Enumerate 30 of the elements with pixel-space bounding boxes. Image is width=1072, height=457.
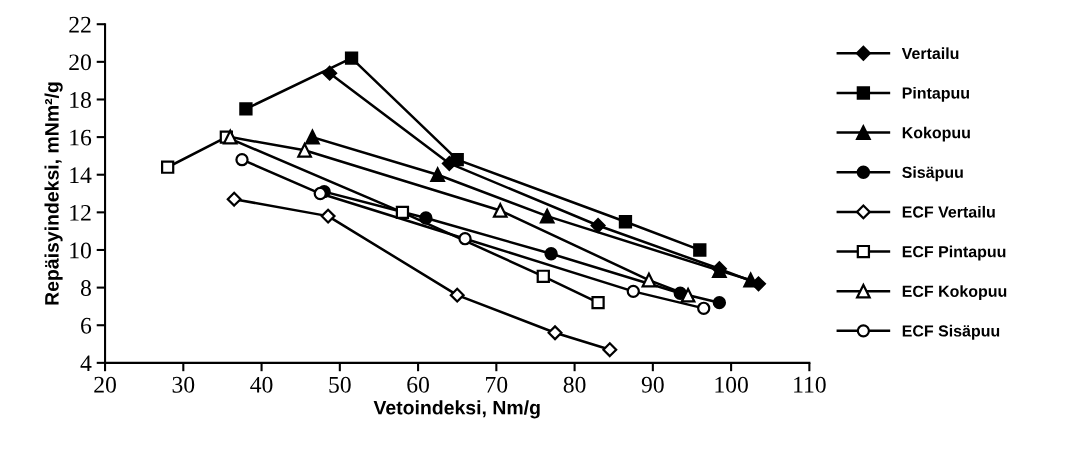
legend-label: Sisäpuu [902, 166, 963, 182]
legend-label: Vertailu [901, 47, 959, 60]
y-tick-label: 18 [70, 91, 91, 108]
y-tick-label: 22 [69, 16, 91, 33]
legend-label: ECF Kokopuu [902, 285, 1007, 301]
y-tick-label: 8 [80, 280, 91, 297]
y-tick-label: 16 [70, 129, 92, 146]
x-tick-label: 80 [563, 376, 586, 393]
y-axis-title: Repäisyindeksi, mNm²/g [44, 82, 63, 305]
y-tick-label: 12 [70, 204, 91, 221]
x-tick-label: 100 [715, 376, 748, 393]
x-tick-label: 110 [794, 376, 826, 393]
legend-label: ECF Vertailu [902, 205, 995, 218]
y-tick-label: 4 [80, 355, 92, 372]
legend-label: Kokopuu [902, 126, 970, 142]
y-tick-label: 6 [81, 317, 92, 334]
x-tick-label: 40 [250, 376, 273, 393]
legend-label: Pintapuu [902, 86, 969, 102]
x-tick-label: 70 [486, 376, 508, 393]
legend-label: ECF Sisäpuu [902, 324, 1000, 340]
x-tick-label: 50 [329, 376, 351, 393]
x-tick-label: 60 [407, 376, 429, 393]
x-tick-label: 20 [94, 376, 116, 393]
y-tick-label: 10 [70, 242, 91, 259]
x-tick-label: 30 [172, 376, 195, 393]
y-tick-label: 20 [69, 54, 91, 71]
x-axis-title: Vetoindeksi, Nm/g [373, 400, 540, 419]
y-tick-label: 14 [70, 167, 92, 183]
legend-label: ECF Pintapuu [902, 245, 1006, 261]
x-tick-label: 90 [641, 376, 664, 393]
